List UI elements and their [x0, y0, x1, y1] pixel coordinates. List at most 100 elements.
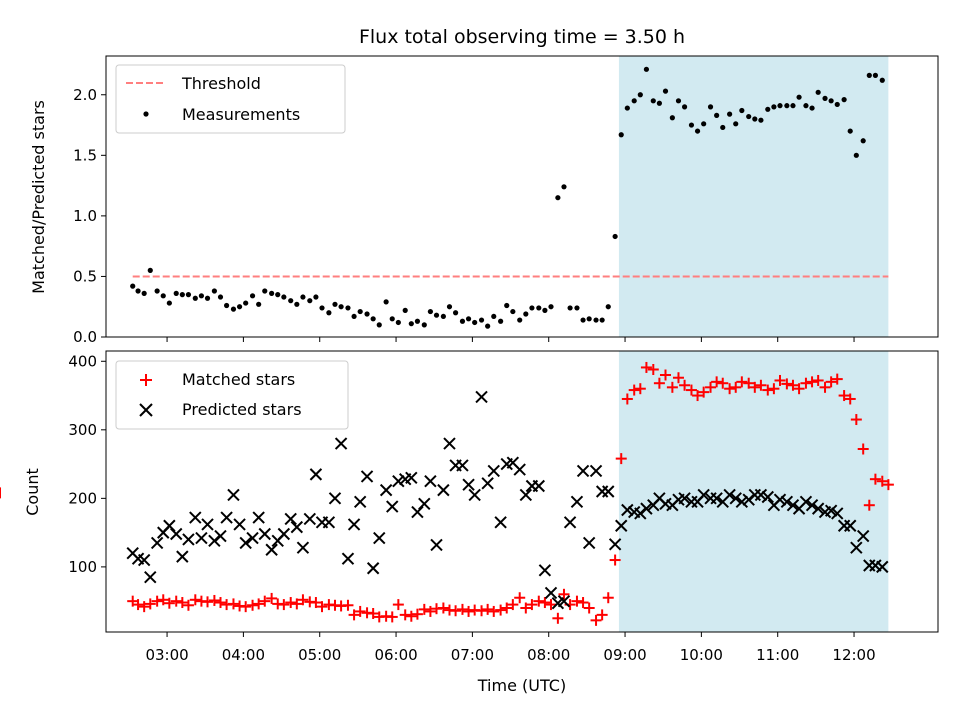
- data-point: [507, 599, 519, 611]
- data-point: [252, 511, 265, 524]
- data-point: [366, 562, 380, 575]
- top-legend: Threshold Measurements: [115, 64, 346, 134]
- data-point: [730, 381, 742, 393]
- data-point: [179, 292, 185, 298]
- data-point: [705, 381, 717, 393]
- data-point: [227, 488, 240, 502]
- data-point: [555, 195, 561, 201]
- data-point: [724, 383, 736, 395]
- data-point: [166, 300, 172, 306]
- data-point: [685, 384, 697, 396]
- data-point: [548, 304, 554, 310]
- data-point: [608, 538, 622, 551]
- data-point: [395, 319, 401, 326]
- data-point: [523, 311, 529, 317]
- data-point: [495, 604, 507, 616]
- data-point: [482, 603, 494, 615]
- data-point: [130, 283, 136, 289]
- data-point: [574, 305, 580, 311]
- chart-title: Flux total observing time = 3.50 h: [359, 26, 685, 48]
- data-point: [408, 321, 414, 327]
- data-point: [637, 92, 643, 98]
- data-point: [558, 588, 570, 600]
- data-point: [494, 516, 507, 529]
- data-point: [246, 531, 259, 545]
- data-point: [472, 319, 478, 326]
- x-tick-label: 08:00: [527, 646, 570, 664]
- data-point: [392, 475, 405, 488]
- data-point: [563, 516, 577, 529]
- data-point: [220, 511, 233, 524]
- data-point: [452, 310, 459, 316]
- data-point: [310, 597, 322, 609]
- data-point: [847, 128, 853, 134]
- data-point: [296, 541, 310, 554]
- data-point: [211, 288, 217, 294]
- bottom-data-marks: [0, 361, 894, 626]
- bottom-x-ticks: 03:00 04:00 05:00 06:00 07:00 08:00 09:00 10:00…: [145, 632, 876, 664]
- data-point: [386, 500, 399, 513]
- data-point: [214, 529, 227, 543]
- data-point: [647, 364, 659, 376]
- data-point: [653, 377, 665, 389]
- x-tick-label: 09:00: [603, 646, 646, 664]
- data-point: [334, 437, 348, 450]
- data-point: [707, 104, 714, 110]
- data-point: [869, 473, 881, 485]
- data-point: [488, 605, 500, 617]
- data-point: [831, 373, 843, 385]
- data-point: [602, 485, 615, 498]
- data-point: [291, 598, 303, 610]
- data-point: [799, 495, 813, 508]
- x-tick-label: 06:00: [374, 646, 417, 664]
- series-predicted-stars: [126, 390, 889, 610]
- data-point: [376, 322, 382, 328]
- data-point: [876, 560, 889, 574]
- data-point: [768, 383, 780, 395]
- data-point: [662, 88, 669, 94]
- data-point: [678, 492, 691, 505]
- data-point: [786, 499, 800, 512]
- data-point: [424, 475, 437, 488]
- data-point: [866, 72, 872, 78]
- data-point: [615, 453, 627, 465]
- data-point: [571, 595, 583, 607]
- top-y-axis-label: Matched/Predicted stars: [29, 100, 48, 294]
- data-point: [297, 594, 309, 606]
- data-point: [733, 121, 739, 127]
- data-point: [328, 492, 342, 505]
- data-point: [787, 379, 799, 391]
- data-point: [517, 317, 523, 323]
- data-point: [137, 553, 151, 567]
- data-point: [520, 602, 532, 614]
- data-point: [672, 372, 684, 384]
- data-point: [288, 298, 294, 304]
- series-matched-stars: [0, 361, 894, 626]
- data-point: [800, 377, 812, 389]
- data-point: [424, 605, 436, 617]
- x-tick-label: 12:00: [832, 646, 875, 664]
- data-point: [539, 597, 551, 609]
- data-point: [609, 554, 621, 566]
- data-point: [577, 597, 589, 609]
- data-point: [379, 483, 393, 497]
- data-point: [828, 98, 834, 104]
- data-point: [154, 288, 160, 294]
- data-point: [735, 495, 749, 508]
- data-point: [743, 377, 755, 389]
- legend-predicted-swatch: [139, 403, 153, 417]
- data-point: [405, 471, 418, 484]
- data-point: [643, 66, 650, 72]
- x-tick-label: 05:00: [298, 646, 341, 664]
- data-point: [144, 598, 156, 610]
- data-point: [332, 301, 338, 307]
- data-point: [347, 518, 361, 531]
- data-point: [879, 77, 885, 83]
- data-point: [853, 152, 859, 158]
- top-panel: Flux total observing time = 3.50 h 0.00.…: [29, 26, 939, 346]
- data-point: [185, 292, 192, 298]
- top-shaded-region: [618, 56, 889, 337]
- data-point: [405, 610, 417, 622]
- data-point: [841, 97, 847, 103]
- data-point: [399, 609, 411, 621]
